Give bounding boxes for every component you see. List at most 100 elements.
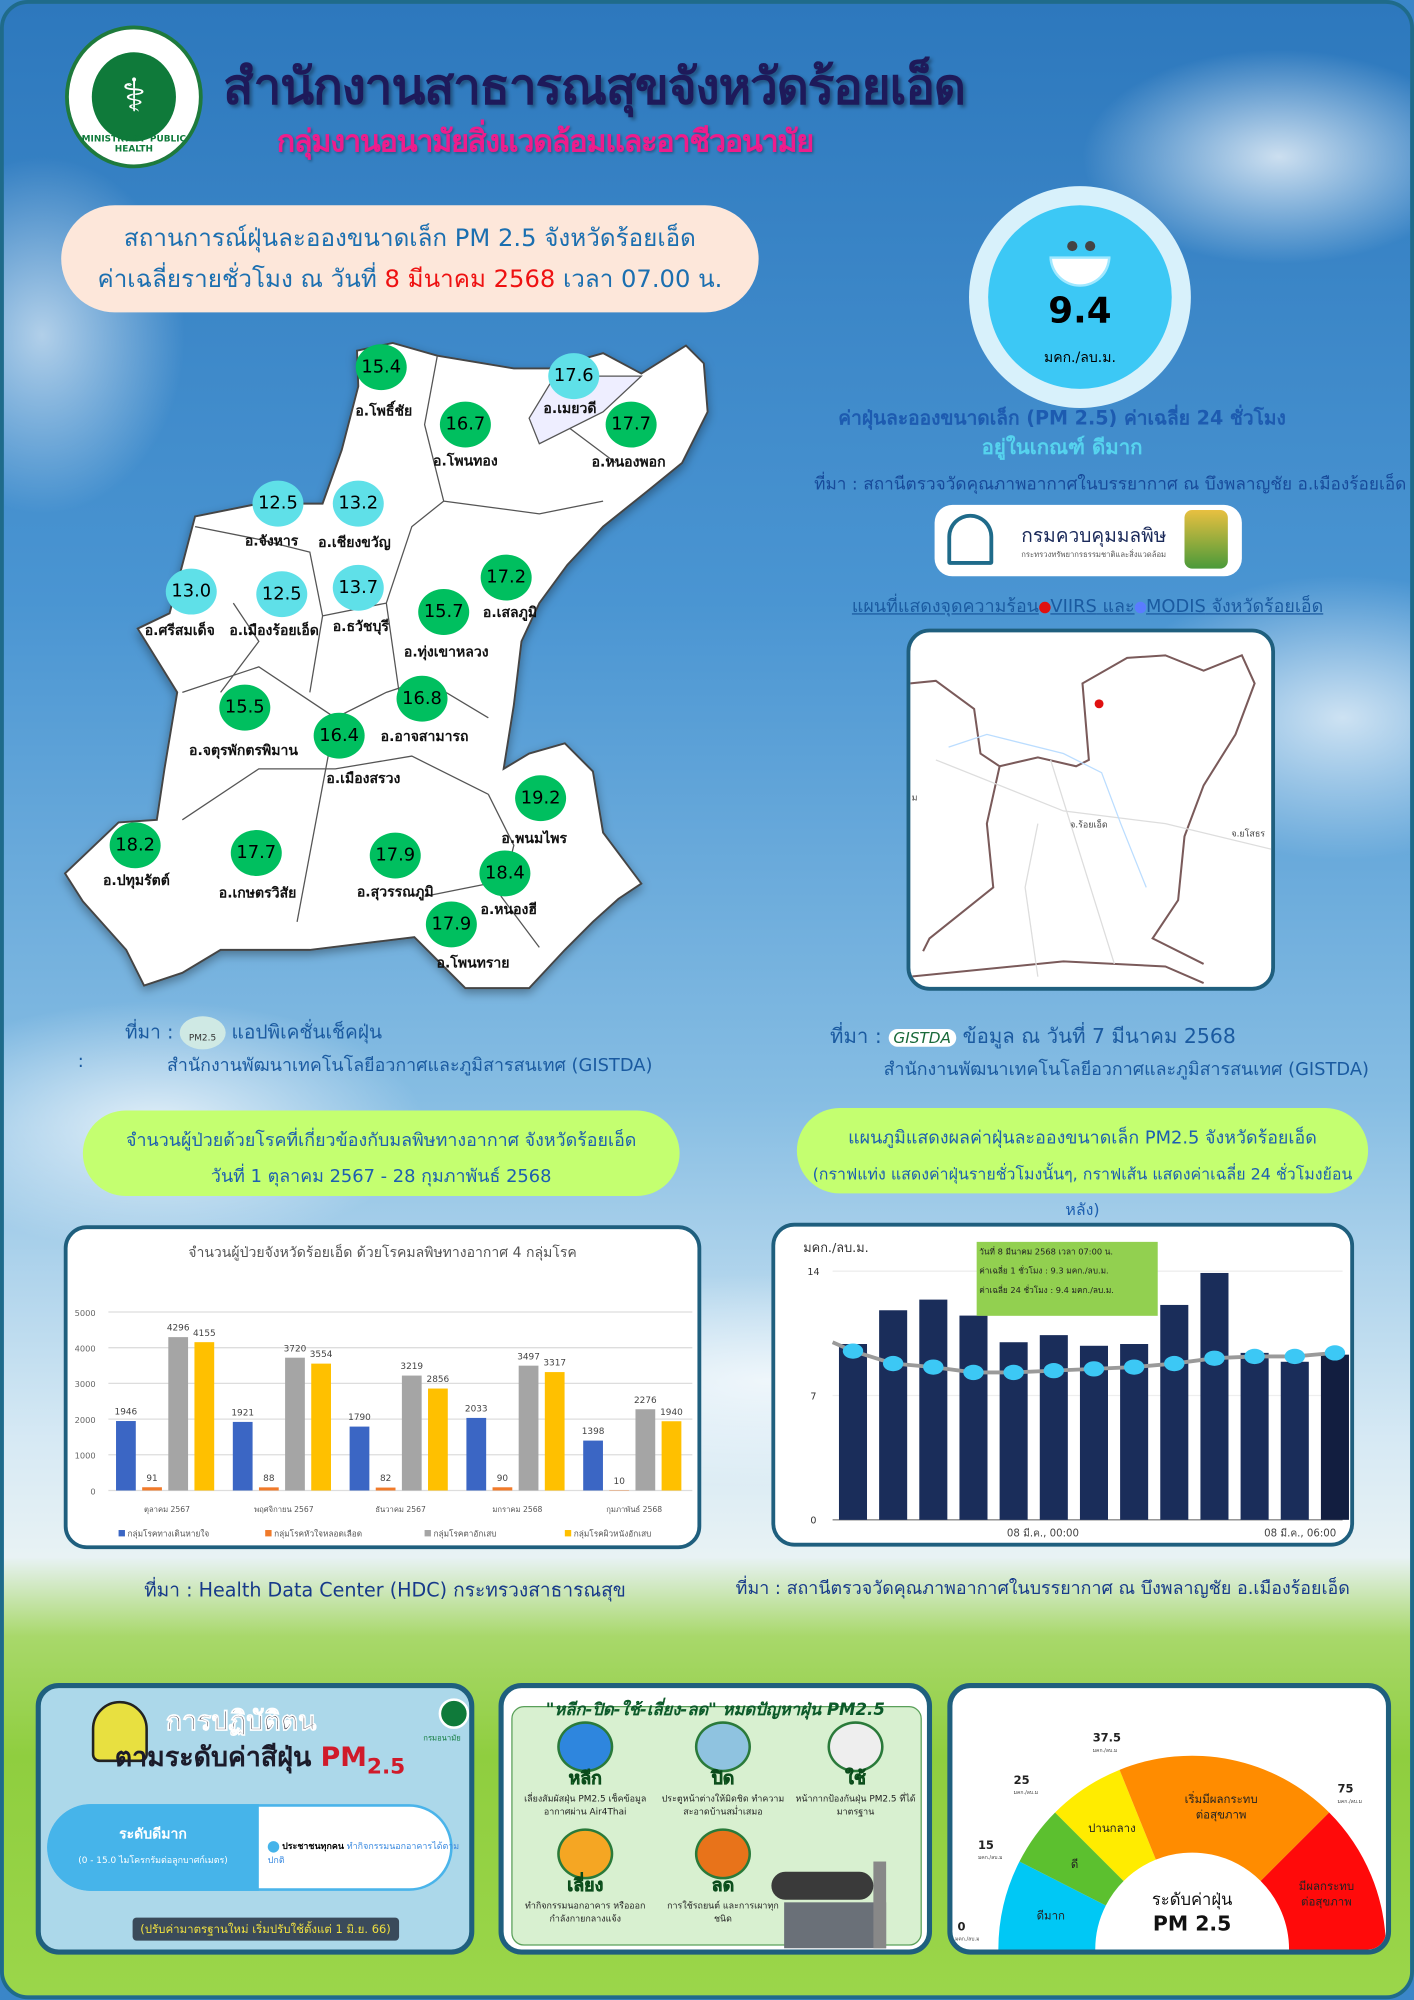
legend-swatch	[118, 1530, 125, 1537]
y-tick-label: 5000	[75, 1308, 96, 1318]
data-label: 1790	[348, 1413, 371, 1423]
district-pm-bubble: 17.7	[230, 830, 282, 876]
caduceus-icon: ⚕	[91, 52, 176, 142]
situation-date: 8 มีนาคม 2568	[384, 265, 556, 294]
patients-header: จำนวนผู้ป่วยด้วยโรคที่เกี่ยวข้องกับมลพิษ…	[82, 1110, 680, 1196]
data-label: 4155	[193, 1329, 216, 1339]
district-pm-bubble: 15.7	[418, 589, 470, 635]
gauge-band	[1019, 1812, 1124, 1906]
data-label: 10	[614, 1477, 626, 1487]
pm-hourly-chart: มคก./ลบ.ม. 0 7 14 08 มี.ค., 00:00 08 มี.ค., 0…	[771, 1222, 1355, 1547]
district-pm-bubble: 13.0	[165, 568, 217, 615]
dept-health-logo	[438, 1698, 470, 1729]
bar	[661, 1421, 682, 1491]
viirs-dot-icon	[1038, 601, 1051, 613]
provincial-seal-icon	[1184, 510, 1228, 569]
window-icon	[694, 1721, 751, 1773]
avg24-marker	[882, 1355, 904, 1372]
map-label-roi-et: จ.ร้อยเอ็ด	[1070, 817, 1108, 830]
gauge-band	[1260, 1812, 1386, 1950]
data-label: 90	[497, 1474, 509, 1484]
hotspot-map-title[interactable]: แผนที่แสดงจุดความร้อน VIIRS และ MODIS จังห…	[851, 596, 1324, 618]
bar	[401, 1375, 422, 1491]
tips-panel: "หลีก-ปิด-ใช้-เลี่ยง-ลด" หมดปัญหาฝุ่น PM…	[498, 1683, 933, 1955]
data-label: 3317	[543, 1359, 566, 1369]
tip-0: หลีก เลี่ยงสัมผัสฝุ่น PM2.5 เช็คข้อมูลอาก…	[521, 1721, 649, 1818]
bar	[492, 1487, 513, 1491]
district-map-source: ที่มา : PM2.5 แอปพิเคชั่นเช็คฝุ่น	[125, 1016, 382, 1050]
avg24-marker	[1123, 1359, 1145, 1375]
district-pm-bubble: 15.4	[355, 344, 407, 391]
x-tick-label: พฤศจิกายน 2567	[254, 1505, 314, 1514]
hourly-bar	[1160, 1304, 1189, 1520]
legend-label: กลุ่มโรคทางเดินหายใจ	[128, 1528, 210, 1539]
district-name: อ.สุวรรณภูมิ	[356, 883, 434, 901]
pcd-arch-icon	[947, 513, 994, 565]
district-pm-bubble: 17.9	[369, 832, 421, 879]
y-tick-label: 0	[810, 1516, 816, 1527]
district-name: อ.เมืองร้อยเอ็ด	[229, 622, 319, 639]
chart-title: จำนวนผู้ป่วยจังหวัดร้อยเอ็ด ด้วยโรคมลพิษ…	[188, 1243, 576, 1261]
threshold-value: 15	[978, 1838, 994, 1852]
avg24-marker	[1003, 1364, 1024, 1381]
mascot-icon	[91, 1700, 148, 1763]
pcd-logo: กรมควบคุมมลพิษ กระทรวงทรัพยากรธรรมชาติแล…	[934, 504, 1242, 577]
district-name: อ.ปทุมรัตต์	[102, 872, 170, 889]
gauge-center-line2: PM 2.5	[1153, 1911, 1231, 1935]
hourly-bar	[1280, 1361, 1309, 1520]
x-tick-label: 08 มี.ค., 06:00	[1264, 1527, 1336, 1539]
hourly-bar	[838, 1344, 868, 1520]
district-pm-bubble: 13.7	[332, 564, 384, 611]
data-label: 3497	[517, 1352, 540, 1362]
district-name: อ.อาจสามารถ	[380, 728, 469, 745]
bar	[428, 1388, 448, 1491]
tips-title: "หลีก-ปิด-ใช้-เลี่ยง-ลด" หมดปัญหาฝุ่น PM…	[545, 1700, 885, 1721]
bar	[375, 1487, 396, 1491]
legend-swatch	[564, 1530, 572, 1537]
ministry-logo: ⚕ MINISTRY OF PUBLIC HEALTH	[65, 25, 203, 169]
page-subtitle: กลุ่มงานอนามัยสิ่งแวดล้อมและอาชีวอนามัย	[276, 122, 815, 160]
hourly-bar	[959, 1315, 988, 1520]
bar	[635, 1409, 656, 1491]
pm24-criteria: อยู่ในเกณฑ์ ดีมาก	[981, 434, 1143, 460]
gauge-band-label: เริ่มมีผลกระทบ	[1185, 1791, 1258, 1806]
pm-chart-header: แผนภูมิแสดงผลค่าฝุ่นละอองขนาดเล็ก PM2.5 …	[796, 1107, 1369, 1219]
data-label: 4296	[167, 1324, 190, 1334]
bar	[232, 1421, 253, 1491]
district-name: อ.หนองฮี	[480, 901, 537, 919]
viirs-hotspot	[1094, 699, 1104, 709]
district-name: อ.โพนทราย	[436, 954, 510, 972]
bar	[194, 1342, 215, 1491]
data-label: 1946	[115, 1408, 138, 1418]
district-pm-bubble: 13.2	[332, 480, 384, 527]
data-label: 1398	[582, 1427, 605, 1437]
tooltip-avg24: ค่าเฉลี่ย 24 ชั่วโมง : 9.4 มคก./ลบ.ม.	[979, 1284, 1114, 1295]
fire-icon	[694, 1828, 751, 1880]
phone-app-icon	[557, 1721, 614, 1773]
district-name: อ.หนองพอก	[591, 453, 666, 471]
hotspot-source-org: สำนักงานพัฒนาเทคโนโลยีอวกาศและภูมิสารสนเ…	[883, 1059, 1370, 1080]
data-label: 88	[263, 1474, 275, 1484]
district-pm-bubble: 12.5	[256, 571, 308, 618]
gauge-band	[1119, 1755, 1330, 1881]
district-name: อ.จตุรพักตรพิมาน	[189, 742, 299, 759]
hotspot-map[interactable]: จ.ร้อยเอ็ด จ.ยโสธร ม	[906, 628, 1276, 991]
gauge-band-label: ต่อสุขภาพ	[1301, 1894, 1352, 1908]
legend-label: กลุ่มโรคตาอักเสบ	[434, 1528, 497, 1539]
tooltip: วันที่ 8 มีนาคม 2568 เวลา 07:00 น. ค่าเฉล…	[976, 1241, 1158, 1316]
district-name: อ.เกษตรวิสัย	[218, 884, 297, 902]
pm-level-gauge: ดีมาก ดี ปานกลาง เริ่มมีผลกระทบ ต่อสุขภาพ มีผ…	[947, 1683, 1392, 1955]
practice-panel: การปฏิบัติตน ตามระดับค่าสีฝุ่น PM2.5 กรม…	[35, 1683, 475, 1955]
hotspot-source: ที่มา : GISTDA ข้อมูล ณ วันที่ 7 มีนาคม …	[830, 1023, 1236, 1049]
tip-3: เลี่ยง ทำกิจกรรมนอกอาคาร หรือออกกำลังกายก…	[521, 1828, 649, 1925]
threshold-unit: มคก./ลบ.ม	[955, 1937, 980, 1943]
factory-smoke-icon	[771, 1861, 918, 1950]
gauge-center-line1: ระดับค่าฝุ่น	[1152, 1890, 1232, 1910]
y-tick-label: 7	[810, 1391, 816, 1402]
district-name: อ.โพนทอง	[433, 452, 498, 470]
y-axis-unit: มคก./ลบ.ม.	[803, 1241, 868, 1256]
hourly-bar	[1039, 1335, 1068, 1520]
mask-icon	[827, 1721, 884, 1773]
district-pm-bubble: 16.4	[313, 712, 365, 759]
situation-line1: สถานการณ์ฝุ่นละอองขนาดเล็ก PM 2.5 จังหวั…	[123, 224, 696, 253]
